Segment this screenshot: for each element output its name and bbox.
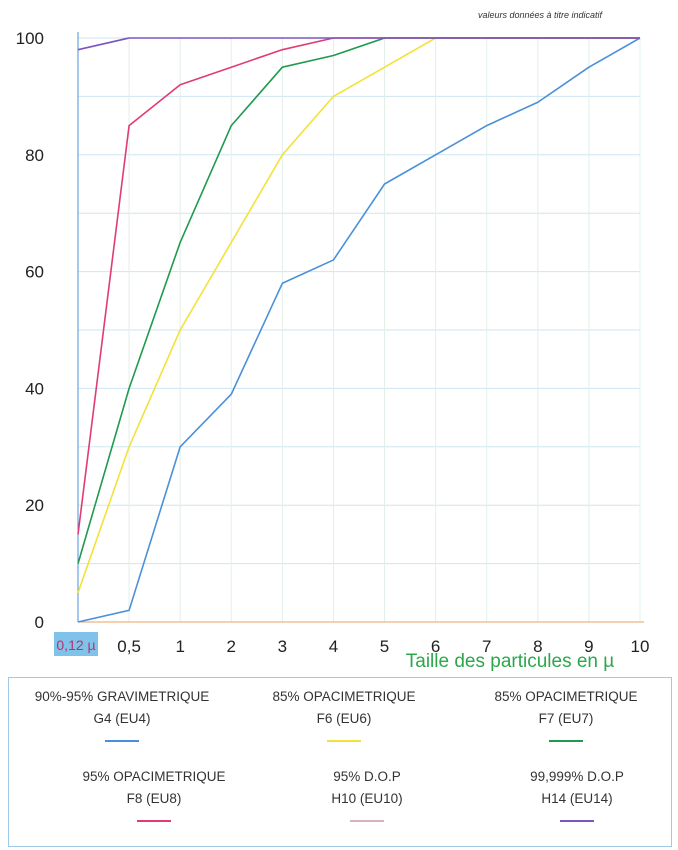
legend-label-line2: F6 (EU6) [316,711,372,726]
series-line-2 [77,37,640,564]
series-line-3 [77,37,640,535]
legend-item-f6: 85% OPACIMETRIQUE F6 (EU6) [239,686,449,742]
legend-item-f8: 95% OPACIMETRIQUE F8 (EU8) [49,766,259,822]
x-tick-label: 10 [631,637,650,656]
legend-label-line1: 95% OPACIMETRIQUE [82,769,226,784]
x-tick-label: 6 [431,637,440,656]
y-tick-label: 100 [16,29,44,48]
x-tick-label: 1 [175,637,184,656]
x-tick-label: 3 [278,637,287,656]
chart-axes [77,32,644,623]
legend-swatch-h14 [560,820,594,822]
particle-efficiency-chart: valeurs données à titre indicatif 0 20 40 6… [16,10,650,672]
series-line-5 [77,37,640,51]
x-tick-highlight [54,632,98,656]
x-tick-label: 4 [329,637,338,656]
legend-label-line2: H10 (EU10) [331,791,403,806]
x-tick-label: 8 [533,637,542,656]
legend-swatch-h10 [350,820,384,822]
series-line-0 [77,37,641,623]
x-tick-label: 7 [482,637,491,656]
chart-labels: 0 20 40 60 80 100 0,12 µ 0,5 1 2 3 4 5 6 7 8 9 10 [16,29,650,656]
legend-swatch-f8 [137,820,171,822]
legend-label-line1: 85% OPACIMETRIQUE [272,689,416,704]
x-tick-label: 0,5 [117,637,141,656]
legend-label-line2: H14 (EU14) [541,791,613,806]
legend-swatch-f7 [549,740,583,742]
y-tick-label: 60 [25,263,44,282]
legend-label-line2: G4 (EU4) [93,711,151,726]
chart-note: valeurs données à titre indicatif [478,10,604,20]
x-tick-label: 2 [227,637,236,656]
legend-item-h14: 99,999% D.O.P H14 (EU14) [472,766,678,822]
x-tick-label: 9 [584,637,593,656]
y-tick-label: 0 [35,613,44,632]
y-tick-label: 80 [25,146,44,165]
y-tick-label: 40 [25,379,44,398]
legend-label-line1: 90%-95% GRAVIMETRIQUE [34,689,210,704]
series-line-1 [77,37,640,594]
y-tick-label: 20 [25,496,44,515]
legend-swatch-g4 [105,740,139,742]
x-tick-label: 0,12 µ [56,637,95,653]
legend-label-line2: F8 (EU8) [126,791,182,806]
chart-legend: 90%-95% GRAVIMETRIQUE G4 (EU4) 85% OPACI… [8,677,672,847]
legend-item-h10: 95% D.O.P H10 (EU10) [262,766,472,822]
legend-label-line1: 85% OPACIMETRIQUE [494,689,638,704]
legend-label-line1: 95% D.O.P [333,769,401,784]
chart-grid [77,37,641,623]
x-axis-title: Taille des particules en µ [406,651,614,672]
legend-item-g4: 90%-95% GRAVIMETRIQUE G4 (EU4) [17,686,227,742]
legend-label-line2: F7 (EU7) [538,711,594,726]
legend-swatch-f6 [327,740,361,742]
chart-series [77,37,641,623]
legend-item-f7: 85% OPACIMETRIQUE F7 (EU7) [461,686,671,742]
x-tick-label: 5 [380,637,389,656]
legend-label-line1: 99,999% D.O.P [530,769,624,784]
